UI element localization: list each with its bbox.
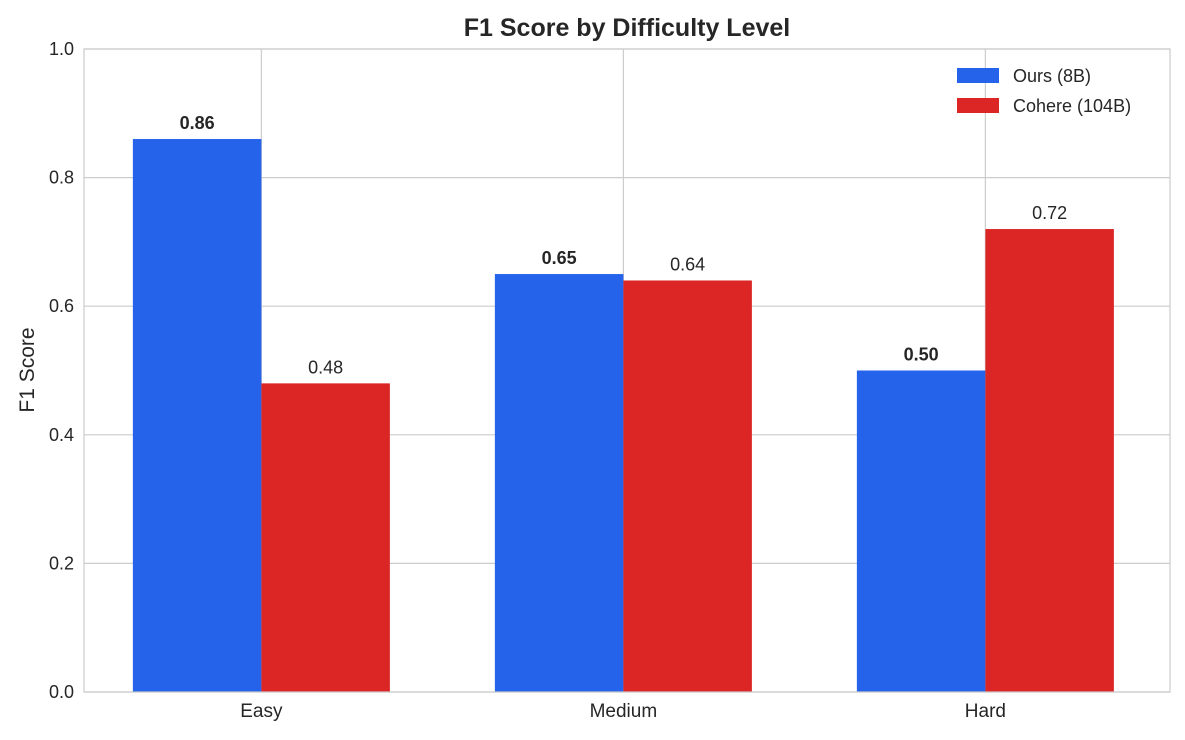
data-label: 0.72	[1032, 203, 1067, 223]
x-tick-label: Medium	[590, 701, 658, 722]
legend-label: Cohere (104B)	[1013, 96, 1131, 116]
y-tick-label: 0.0	[49, 682, 74, 702]
x-tick-label: Easy	[240, 701, 283, 722]
bar-cohere-104b--easy	[261, 383, 390, 692]
legend-swatch	[957, 98, 999, 113]
bar-ours-8b--medium	[494, 274, 624, 692]
y-axis-label: F1 Score	[16, 327, 39, 412]
bar-cohere-104b--hard	[985, 229, 1114, 693]
y-tick-label: 0.2	[49, 553, 74, 573]
x-ticks: Easy Medium Hard	[240, 701, 1006, 722]
y-tick-label: 0.4	[49, 425, 74, 445]
data-label: 0.64	[670, 254, 705, 274]
x-tick-label: Hard	[965, 701, 1006, 722]
y-tick-label: 1.0	[49, 39, 74, 59]
data-labels: 0.86 0.65 0.50 0.48 0.64 0.72	[180, 113, 1068, 377]
chart-title: F1 Score by Difficulty Level	[464, 14, 791, 42]
legend-label: Ours (8B)	[1013, 66, 1091, 86]
data-label: 0.50	[904, 345, 939, 365]
bar-ours-8b--easy	[132, 139, 262, 692]
y-tick-label: 0.8	[49, 168, 74, 188]
bar-ours-8b--hard	[856, 370, 986, 692]
bars	[132, 139, 1114, 693]
data-label: 0.86	[180, 113, 215, 133]
data-label: 0.48	[308, 357, 343, 377]
y-tick-label: 0.6	[49, 296, 74, 316]
bar-cohere-104b--medium	[623, 280, 752, 692]
y-ticks: 0.0 0.2 0.4 0.6 0.8 1.0	[49, 39, 74, 702]
plot-frame	[83, 48, 1171, 693]
data-label: 0.65	[542, 248, 577, 268]
legend: Ours (8B) Cohere (104B)	[957, 66, 1131, 116]
legend-swatch	[957, 68, 999, 83]
